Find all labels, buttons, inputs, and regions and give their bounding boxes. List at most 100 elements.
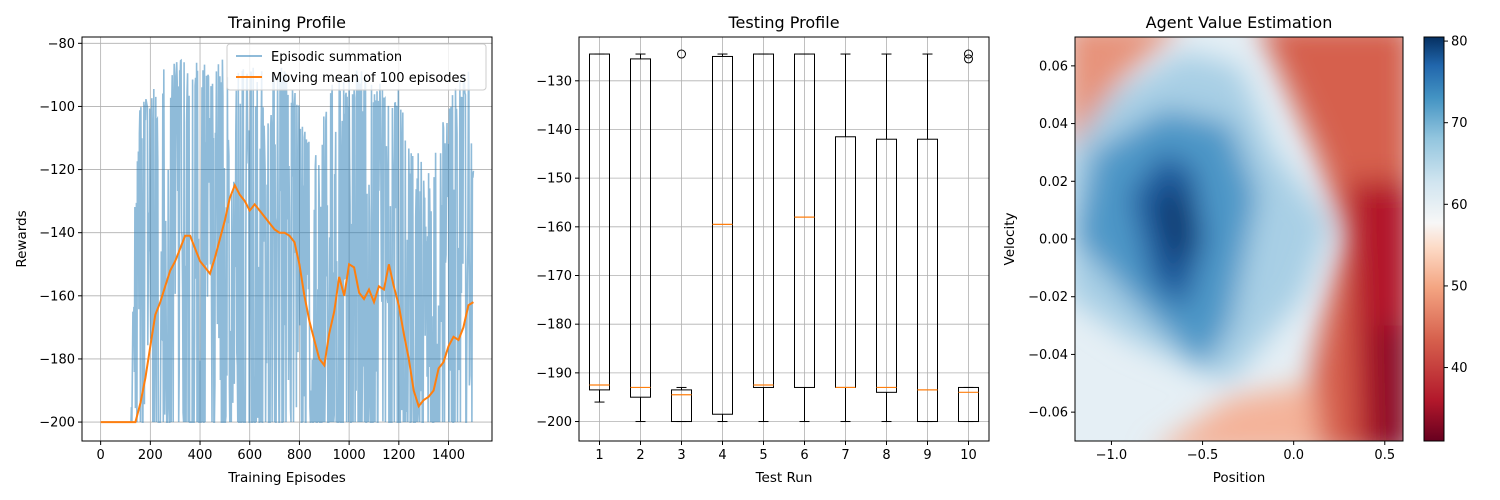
- training-series: [100, 58, 475, 424]
- x-tick-label: 0: [96, 448, 104, 463]
- training-profile-chart: 0 200 400 600 800 1000 1200 1400 −200 −180 −160 −14…: [14, 13, 493, 486]
- heatmap-xlabel: Position: [1213, 470, 1266, 486]
- box-run-2: [630, 53, 651, 423]
- box-run-10: [958, 49, 979, 423]
- y-tick-label: −0.02: [1028, 290, 1068, 305]
- box: [753, 53, 774, 388]
- outlier: [677, 49, 686, 59]
- heatmap-ticks: −1.0 −0.5 0.0 0.5 −0.06 −0.04 −0.02 0.00 0.02 0.0…: [1028, 59, 1395, 463]
- colorbar: [1423, 36, 1445, 442]
- box-run-1: [589, 53, 610, 403]
- testing-title: Testing Profile: [727, 13, 839, 32]
- training-ylabel: Rewards: [14, 210, 30, 267]
- x-tick-label: 1400: [432, 448, 465, 463]
- box: [917, 138, 938, 423]
- y-tick-label: −80: [48, 37, 75, 52]
- legend-label-moving-mean: Moving mean of 100 episodes: [271, 71, 467, 86]
- box: [958, 386, 979, 423]
- heat-region-core: [1157, 181, 1194, 274]
- colorbar-tick-label: 40: [1451, 361, 1468, 376]
- testing-profile-chart: 1 2 3 4 5 6 7 8 9 10 −200 −190 −180 −170 −160 −150 −140 −…: [536, 13, 990, 486]
- x-tick-label: 400: [188, 448, 213, 463]
- x-tick-label: 0.0: [1283, 448, 1304, 463]
- colorbar-ticks: 40 50 60 70 80: [1444, 35, 1468, 376]
- x-tick-label: −0.5: [1187, 448, 1219, 463]
- box-run-9: [917, 53, 938, 423]
- value-estimation-chart: −1.0 −0.5 0.0 0.5 −0.06 −0.04 −0.02 0.00 0.02 0.0…: [1002, 13, 1468, 486]
- x-tick-label: 10: [960, 448, 977, 463]
- y-tick-label: −170: [536, 269, 572, 284]
- y-tick-label: 0.06: [1039, 59, 1068, 74]
- testing-ticks: 1 2 3 4 5 6 7 8 9 10 −200 −190 −180 −170 −160 −150 −140 −…: [536, 74, 976, 463]
- colorbar-tick-label: 70: [1451, 116, 1468, 131]
- y-tick-label: −190: [536, 366, 572, 381]
- y-tick-label: −100: [39, 100, 75, 115]
- outlier: [964, 54, 973, 64]
- x-tick-label: 4: [718, 448, 726, 463]
- box: [671, 389, 692, 423]
- legend-box: [226, 43, 487, 91]
- y-tick-label: −140: [39, 226, 75, 241]
- heat-region-red-topleft: [1075, 37, 1169, 141]
- x-tick-label: 800: [287, 448, 312, 463]
- training-xlabel: Training Episodes: [227, 470, 346, 486]
- y-tick-label: 0.04: [1039, 117, 1068, 132]
- y-tick-label: −130: [536, 74, 572, 89]
- y-tick-label: −160: [536, 220, 572, 235]
- y-tick-label: −180: [536, 318, 572, 333]
- box-run-7: [835, 53, 856, 423]
- colorbar-tick-label: 80: [1451, 35, 1468, 50]
- box: [712, 55, 733, 415]
- outlier: [964, 49, 973, 59]
- testing-boxes: [589, 49, 979, 423]
- x-tick-label: 1200: [382, 448, 415, 463]
- colorbar-tick-label: 60: [1451, 198, 1468, 213]
- series-moving-mean: [100, 182, 474, 424]
- x-tick-label: 7: [841, 448, 849, 463]
- y-tick-label: −200: [536, 415, 572, 430]
- y-tick-label: 0.00: [1039, 233, 1068, 248]
- y-tick-label: −140: [536, 123, 572, 138]
- y-tick-label: −120: [39, 163, 75, 178]
- series-episodic-summation: [100, 58, 475, 423]
- heatmap-field: [1075, 37, 1403, 441]
- box: [630, 58, 651, 398]
- box: [794, 53, 815, 388]
- box-run-3: [671, 49, 692, 423]
- x-tick-label: 0.5: [1374, 448, 1395, 463]
- x-tick-label: 1000: [333, 448, 366, 463]
- training-ticks: 0 200 400 600 800 1000 1200 1400 −200 −180 −160 −14…: [39, 37, 465, 463]
- x-tick-label: 600: [237, 448, 262, 463]
- testing-plot-area: [579, 37, 989, 441]
- x-tick-label: 8: [882, 448, 890, 463]
- heat-region-peach-bottom: [1168, 383, 1320, 441]
- x-tick-label: −1.0: [1096, 448, 1128, 463]
- x-tick-label: 1: [595, 448, 603, 463]
- training-axes-frame: [81, 36, 493, 442]
- heatmap-title: Agent Value Estimation: [1146, 13, 1333, 32]
- testing-axes-frame: [578, 36, 990, 442]
- y-tick-label: −180: [39, 352, 75, 367]
- heatmap-ylabel: Velocity: [1002, 213, 1018, 266]
- y-tick-label: −200: [39, 416, 75, 431]
- x-tick-label: 3: [677, 448, 685, 463]
- y-tick-label: −0.04: [1028, 348, 1068, 363]
- x-tick-label: 200: [138, 448, 163, 463]
- x-tick-label: 6: [800, 448, 808, 463]
- box-run-6: [794, 53, 815, 423]
- box-run-8: [876, 53, 897, 423]
- training-legend: Episodic summation Moving mean of 100 ep…: [226, 43, 487, 91]
- box: [876, 138, 897, 393]
- legend-label-episodic: Episodic summation: [271, 50, 402, 65]
- y-tick-label: 0.02: [1039, 175, 1068, 190]
- box: [589, 53, 610, 391]
- training-title: Training Profile: [227, 13, 346, 32]
- heat-region-darkest-red: [1375, 325, 1403, 441]
- x-tick-label: 9: [923, 448, 931, 463]
- box-run-4: [712, 53, 733, 423]
- y-tick-label: −150: [536, 172, 572, 187]
- heatmap-image: [1075, 37, 1403, 441]
- y-tick-label: −160: [39, 289, 75, 304]
- x-tick-label: 2: [636, 448, 644, 463]
